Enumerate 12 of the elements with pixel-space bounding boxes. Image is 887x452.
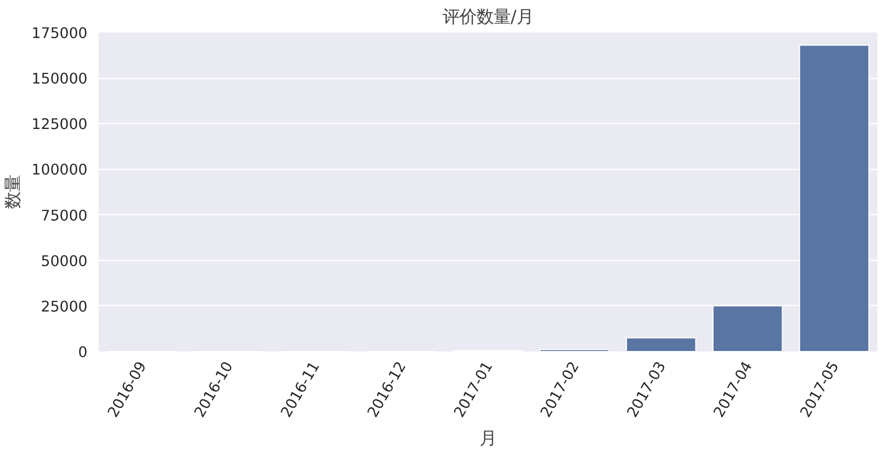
y-axis-title: 数量: [4, 175, 24, 209]
y-tick-label: 100000: [32, 162, 88, 179]
y-tick-label: 25000: [40, 298, 88, 316]
y-tick-label: 150000: [32, 70, 88, 88]
bar: [626, 337, 696, 352]
x-axis-title: 月: [480, 429, 496, 450]
y-tick-label: 125000: [32, 116, 88, 134]
y-tick-label: 50000: [40, 252, 88, 270]
y-tick-label: 75000: [40, 207, 88, 224]
chart-title: 评价数量/月: [442, 8, 534, 28]
y-tick-label: 175000: [32, 25, 88, 42]
y-tick-label: 0: [78, 344, 88, 361]
